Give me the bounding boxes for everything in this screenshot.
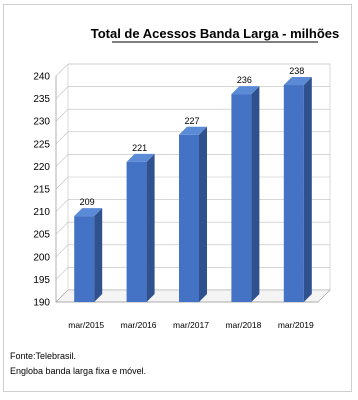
- bar-top: [179, 126, 207, 135]
- scope-note: Engloba banda larga fixa e móvel.: [10, 366, 147, 376]
- x-tick-label: mar/2019: [278, 320, 314, 330]
- y-tick-label: 235: [33, 94, 50, 105]
- footnotes: Fonte:Telebrasil. Engloba banda larga fi…: [10, 349, 146, 379]
- gridline: [55, 63, 330, 77]
- y-tick-label: 205: [33, 230, 50, 241]
- y-tick-label: 195: [33, 275, 50, 286]
- bar-top: [283, 77, 312, 86]
- bar-top: [231, 86, 260, 95]
- y-tick-label: 210: [33, 207, 50, 218]
- bar: [231, 94, 252, 302]
- bar-side: [199, 126, 207, 302]
- y-tick-label: 200: [33, 252, 50, 263]
- bar-side: [94, 208, 103, 302]
- data-label: 227: [184, 116, 199, 126]
- y-tick-label: 240: [33, 72, 50, 83]
- data-label: 236: [237, 75, 252, 85]
- data-label: 221: [132, 143, 147, 153]
- data-label: 209: [80, 197, 95, 207]
- y-tick-label: 220: [33, 162, 50, 173]
- y-tick-label: 215: [33, 185, 50, 196]
- x-tick-label: mar/2017: [173, 320, 209, 330]
- bar-top: [126, 153, 155, 162]
- source-note: Fonte:Telebrasil.: [10, 351, 77, 361]
- data-label: 238: [289, 66, 304, 76]
- x-tick-label: mar/2015: [68, 320, 104, 330]
- y-tick-label: 225: [33, 139, 50, 150]
- plot-area: 190 195 200 205 210 215 220 225 230 235 240 209 mar/…: [33, 63, 331, 330]
- y-tick-label: 230: [33, 117, 50, 128]
- bar-top: [74, 208, 103, 217]
- bar-side: [251, 86, 260, 302]
- x-tick-label: mar/2018: [225, 320, 261, 330]
- bar: [283, 85, 304, 302]
- bar: [179, 134, 199, 302]
- bar: [126, 161, 147, 302]
- x-tick-label: mar/2016: [121, 320, 157, 330]
- bar: [74, 216, 95, 302]
- bar-side: [303, 77, 312, 302]
- bar-side: [146, 153, 155, 302]
- y-tick-label: 190: [33, 298, 50, 309]
- chart-title: Total de Acessos Banda Larga - milhões: [91, 26, 340, 41]
